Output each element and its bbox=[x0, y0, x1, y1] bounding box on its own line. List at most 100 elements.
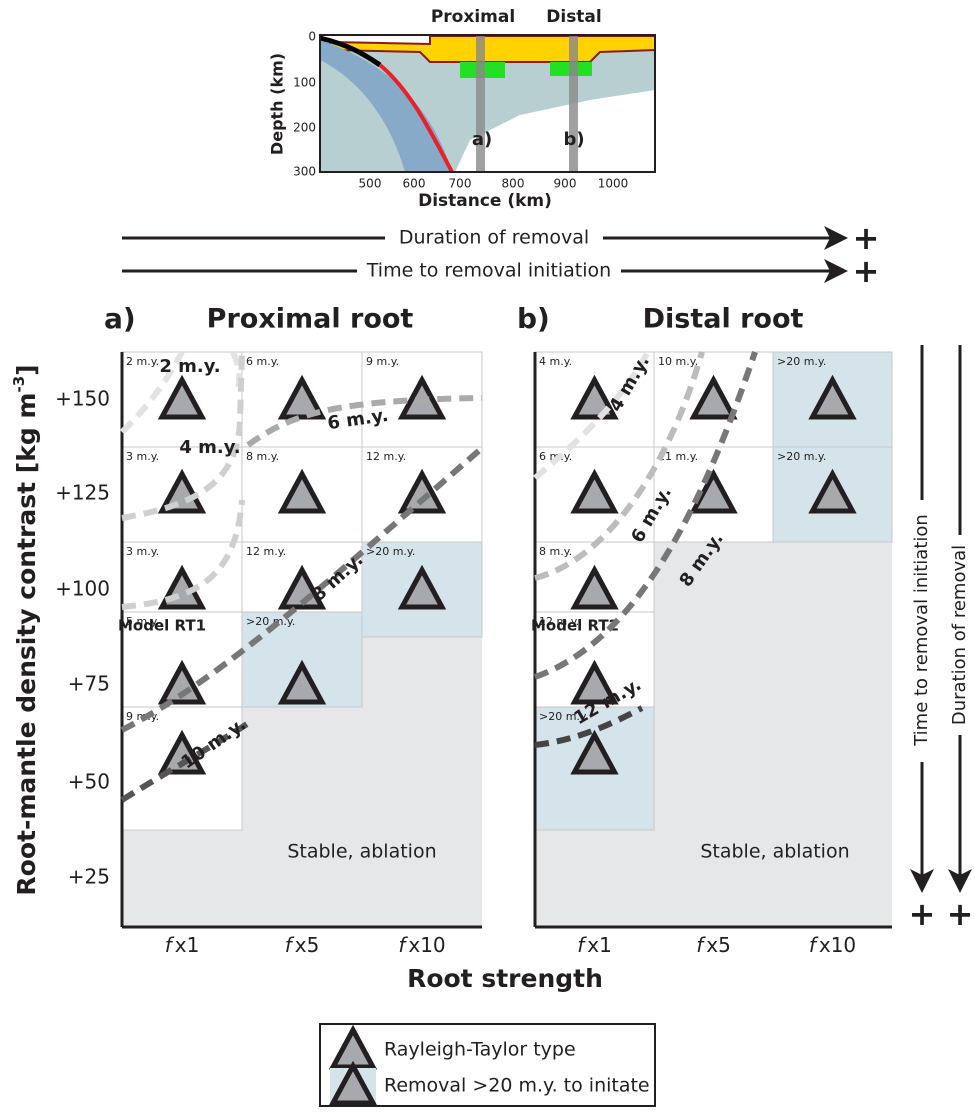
y-axis-title: Root-mantle density contrast [kg m-3] bbox=[10, 364, 42, 895]
x-tick-label: f x1 bbox=[165, 933, 200, 957]
inset-y-tick: 0 bbox=[308, 30, 316, 44]
cell-label: 5 m.y. bbox=[126, 615, 159, 628]
cell-label: 3 m.y. bbox=[126, 545, 159, 558]
triangle bbox=[157, 659, 207, 705]
x-tick-text: x10 bbox=[819, 933, 856, 957]
triangle bbox=[808, 468, 857, 514]
triangle bbox=[397, 468, 447, 514]
y-tick-label: +75 bbox=[68, 672, 110, 696]
arrow-label: Duration of removal bbox=[399, 227, 589, 249]
triangle bbox=[157, 729, 207, 775]
region-label: Stable, ablation bbox=[700, 841, 849, 863]
triangle bbox=[689, 374, 738, 420]
contour-label: 2 m.y. bbox=[159, 356, 220, 377]
cell-label: 3 m.y. bbox=[126, 450, 159, 463]
x-tick-text: x5 bbox=[295, 933, 320, 957]
label-bg bbox=[908, 500, 936, 762]
inset-x-tick: 600 bbox=[403, 177, 426, 191]
label-bg bbox=[357, 257, 621, 285]
panel-letter: b) bbox=[517, 302, 550, 335]
triangle bbox=[570, 729, 619, 775]
cell-label: 12 m.y. bbox=[366, 450, 406, 463]
cell-label: 12 m.y. bbox=[539, 615, 579, 628]
inset-x-tick: 900 bbox=[554, 177, 577, 191]
cell-label: 10 m.y. bbox=[658, 355, 698, 368]
plus-sign: + bbox=[853, 252, 880, 290]
label-bg bbox=[385, 224, 603, 252]
y-title-sup: -3 bbox=[10, 376, 28, 393]
plus-sign: + bbox=[909, 895, 936, 933]
x-tick-symbol: f bbox=[398, 933, 408, 957]
inset-y-tick: 100 bbox=[293, 76, 316, 90]
cell-label: 12 m.y. bbox=[246, 545, 286, 558]
profile-b bbox=[569, 35, 578, 172]
plus-sign: + bbox=[853, 219, 880, 257]
contours-a bbox=[119, 350, 484, 803]
contours-b bbox=[533, 350, 758, 748]
cell-label: 8 m.y. bbox=[246, 450, 279, 463]
x-tick-symbol: f bbox=[809, 933, 819, 957]
contour bbox=[120, 719, 252, 803]
panel-title: Proximal root bbox=[207, 304, 414, 335]
inset-label: Proximal bbox=[431, 7, 515, 27]
inset-y-title: Depth (km) bbox=[268, 53, 287, 155]
cell-label: 6 m.y. bbox=[246, 355, 279, 368]
contour bbox=[119, 350, 185, 435]
inset-frame bbox=[319, 34, 656, 173]
inset-x-tick: 500 bbox=[359, 177, 382, 191]
contour bbox=[121, 499, 245, 610]
contour-label: 4 m.y. bbox=[179, 437, 240, 458]
model-note: Model RT2 bbox=[531, 617, 619, 635]
x-tick-label: f x10 bbox=[398, 933, 445, 957]
cell-label: >20 m.y. bbox=[539, 710, 588, 723]
cell-label: 4 m.y. bbox=[539, 355, 572, 368]
x-tick-text: x10 bbox=[408, 933, 445, 957]
cell-label: >20 m.y. bbox=[366, 545, 415, 558]
cell-label: 9 m.y. bbox=[366, 355, 399, 368]
side-arrows: Time to removal initiation Duration of r… bbox=[908, 345, 974, 933]
triangle bbox=[397, 564, 447, 610]
y-tick-label: +150 bbox=[55, 387, 110, 411]
inset-x-tick: 800 bbox=[502, 177, 525, 191]
cell-label: 8 m.y. bbox=[539, 545, 572, 558]
contour bbox=[534, 351, 758, 680]
triangle bbox=[328, 1060, 378, 1106]
cell-label: >20 m.y. bbox=[777, 450, 826, 463]
x-tick-text: x5 bbox=[706, 933, 731, 957]
contour bbox=[120, 445, 484, 733]
x-tick-label: f x1 bbox=[577, 933, 612, 957]
inset-marker: b) bbox=[563, 129, 584, 150]
x-tick-label: f x5 bbox=[696, 933, 731, 957]
inset-label: Distal bbox=[546, 7, 601, 27]
panel-letter: a) bbox=[104, 302, 136, 335]
profile-a bbox=[476, 35, 485, 172]
y-tick-label: +25 bbox=[68, 865, 110, 889]
legend-label: Rayleigh-Taylor type bbox=[384, 1039, 576, 1061]
inset-y-tick: 200 bbox=[293, 121, 316, 135]
roots bbox=[460, 62, 592, 78]
label-bg bbox=[946, 535, 974, 735]
triangle bbox=[570, 374, 619, 420]
triangle bbox=[157, 468, 207, 514]
triangle bbox=[277, 659, 327, 705]
triangle bbox=[277, 468, 327, 514]
triangle bbox=[157, 374, 207, 420]
cell-label: 2 m.y. bbox=[126, 355, 159, 368]
y-tick-label: +125 bbox=[55, 481, 110, 505]
side-arrow-label: Duration of removal bbox=[949, 545, 970, 725]
x-axis-title: Root strength bbox=[407, 964, 603, 993]
slab bbox=[320, 40, 452, 172]
y-title-text: Root-mantle density contrast [kg m bbox=[12, 393, 41, 896]
triangle bbox=[277, 374, 327, 420]
y-title-end: ] bbox=[12, 364, 41, 375]
x-tick-label: f x5 bbox=[285, 933, 320, 957]
side-arrow-label: Time to removal initiation bbox=[911, 514, 932, 747]
plus-sign: + bbox=[947, 895, 974, 933]
process-arrows: Duration of removal Time to removal init… bbox=[122, 219, 879, 290]
legend-label: Removal >20 m.y. to initate bbox=[384, 1075, 650, 1097]
inset-x-tick: 1000 bbox=[598, 177, 629, 191]
legend: Rayleigh-Taylor type Removal >20 m.y. to … bbox=[319, 1023, 656, 1107]
panel-title: Distal root bbox=[643, 304, 804, 335]
x-tick-symbol: f bbox=[165, 933, 175, 957]
